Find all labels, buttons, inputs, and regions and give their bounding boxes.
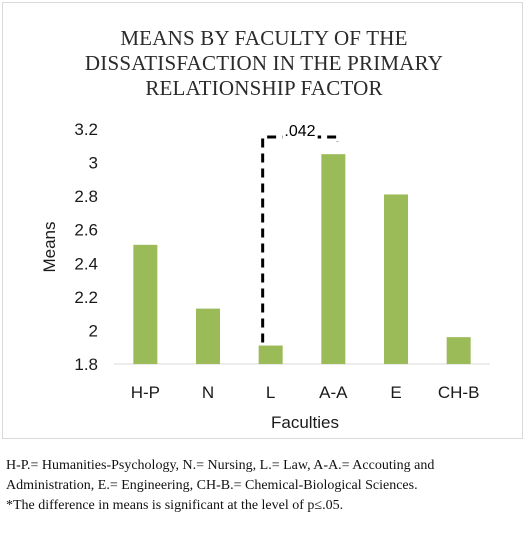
bar-n bbox=[196, 308, 220, 364]
bars bbox=[133, 154, 471, 364]
x-tick-label: CH-B bbox=[438, 383, 480, 402]
significance-annotation: .042 bbox=[261, 123, 339, 343]
bar-l bbox=[258, 345, 283, 364]
y-tick-label: 2.4 bbox=[74, 254, 98, 273]
x-tick-label: E bbox=[390, 383, 401, 402]
y-axis-ticks: 1.8 2 2.2 2.4 2.6 2.8 3 3.2 bbox=[74, 120, 98, 374]
bar-h-p bbox=[133, 244, 158, 364]
x-axis-label: Faculties bbox=[271, 413, 339, 432]
caption-significance-note: *The difference in means is significant … bbox=[6, 498, 344, 513]
y-tick-label: 1.8 bbox=[74, 355, 98, 374]
significance-value-label: .042 bbox=[284, 123, 315, 140]
x-tick-label: L bbox=[266, 383, 275, 402]
bar-e bbox=[384, 194, 408, 364]
y-tick-label: 3 bbox=[89, 154, 98, 173]
chart-title: MEANS BY FACULTY OF THE DISSATISFACTION … bbox=[0, 26, 528, 101]
x-axis-ticks: H-P N L A-A E CH-B bbox=[131, 383, 480, 402]
x-tick-label: A-A bbox=[319, 383, 348, 402]
bar-ch-b bbox=[446, 337, 471, 364]
y-tick-label: 2.2 bbox=[74, 288, 98, 307]
y-tick-label: 2.8 bbox=[74, 187, 98, 206]
bar-a-a bbox=[321, 154, 346, 364]
y-axis-label: Means bbox=[40, 221, 59, 272]
chart-title-line-2: DISSATISFACTION IN THE PRIMARY bbox=[84, 51, 444, 75]
figure-caption: H-P.= Humanities-Psychology, N.= Nursing… bbox=[6, 456, 522, 516]
y-tick-label: 3.2 bbox=[74, 120, 98, 139]
x-tick-label: H-P bbox=[131, 383, 160, 402]
bar-chart: 1.822.22.42.62.833.2 H-P N L A-A E CH-B .042 … bbox=[40, 120, 490, 432]
chart-title-line-3: RELATIONSHIP FACTOR bbox=[145, 76, 383, 100]
caption-abbreviations: H-P.= Humanities-Psychology, N.= Nursing… bbox=[6, 458, 435, 493]
y-tick-label: 2 bbox=[89, 321, 98, 340]
y-tick-label: 2.6 bbox=[74, 221, 98, 240]
x-tick-label: N bbox=[202, 383, 214, 402]
significance-label-background bbox=[282, 123, 318, 140]
chart-title-line-1: MEANS BY FACULTY OF THE bbox=[120, 26, 408, 50]
